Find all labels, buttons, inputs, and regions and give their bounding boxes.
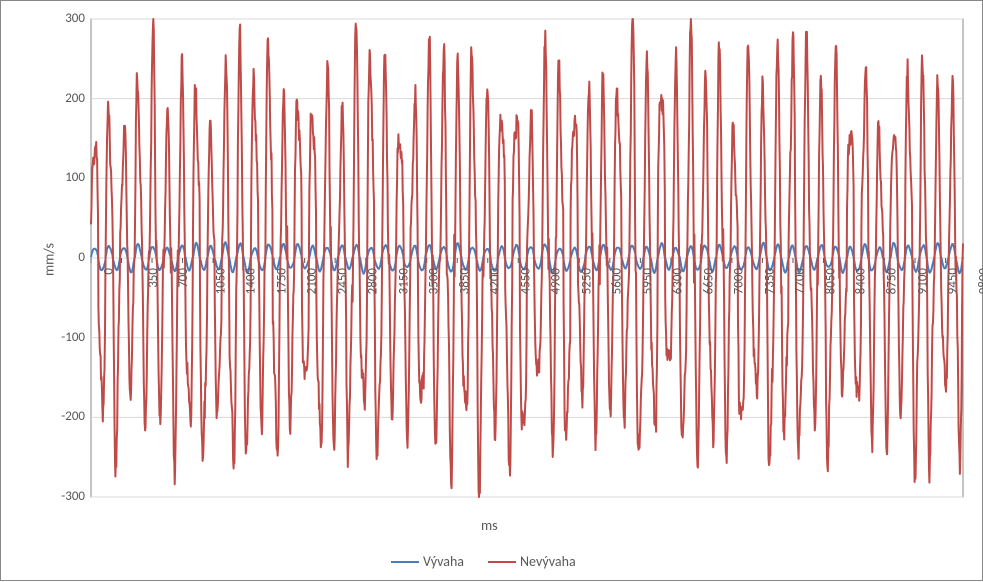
x-tick-label: 9450 — [945, 268, 960, 294]
x-tick-label: 5250 — [579, 268, 594, 294]
legend-label-vyvaha: Vývaha — [423, 553, 464, 570]
legend-swatch-nevyvaha — [488, 561, 516, 563]
x-tick-label: 4200 — [488, 268, 503, 294]
y-tick-label: -200 — [35, 409, 85, 424]
x-tick-label: 8750 — [884, 268, 899, 294]
x-tick-label: 8400 — [854, 268, 869, 294]
legend-label-nevyvaha: Nevývaha — [520, 553, 576, 570]
x-tick-label: 3850 — [457, 268, 472, 294]
legend-item-vyvaha: Vývaha — [391, 553, 464, 570]
x-tick-label: 700 — [176, 268, 191, 288]
legend-swatch-vyvaha — [391, 561, 419, 563]
x-tick-label: 4550 — [518, 268, 533, 294]
x-tick-label: 7700 — [793, 268, 808, 294]
x-tick-label: 6650 — [701, 268, 716, 294]
x-tick-label: 8050 — [823, 268, 838, 294]
y-tick-label: 0 — [35, 250, 85, 265]
x-tick-label: 1400 — [243, 268, 258, 294]
x-tick-label: 1050 — [213, 268, 228, 294]
x-tick-label: 7350 — [762, 268, 777, 294]
x-tick-label: 5950 — [640, 268, 655, 294]
x-tick-label: 350 — [145, 268, 160, 288]
x-tick-label: 2800 — [366, 268, 381, 294]
chart-container: mm/s -300-200-1000100200300 035070010501… — [0, 0, 983, 581]
x-tick-label: 3500 — [427, 268, 442, 294]
x-axis-title: ms — [481, 517, 498, 534]
y-tick-label: -300 — [35, 489, 85, 504]
x-tick-label: 0 — [102, 268, 117, 275]
y-tick-label: -100 — [35, 330, 85, 345]
legend: Vývaha Nevývaha — [391, 553, 576, 570]
x-tick-label: 9800 — [976, 268, 983, 294]
x-tick-label: 7000 — [732, 268, 747, 294]
x-tick-label: 5600 — [610, 268, 625, 294]
x-tick-label: 4900 — [549, 268, 564, 294]
y-tick-label: 100 — [35, 170, 85, 185]
y-tick-label: 300 — [35, 11, 85, 26]
legend-item-nevyvaha: Nevývaha — [488, 553, 576, 570]
x-tick-label: 3150 — [396, 268, 411, 294]
x-tick-label: 2100 — [304, 268, 319, 294]
x-tick-label: 2450 — [335, 268, 350, 294]
y-tick-label: 200 — [35, 91, 85, 106]
x-tick-label: 1750 — [274, 268, 289, 294]
x-tick-label: 9100 — [915, 268, 930, 294]
x-tick-label: 6300 — [671, 268, 686, 294]
